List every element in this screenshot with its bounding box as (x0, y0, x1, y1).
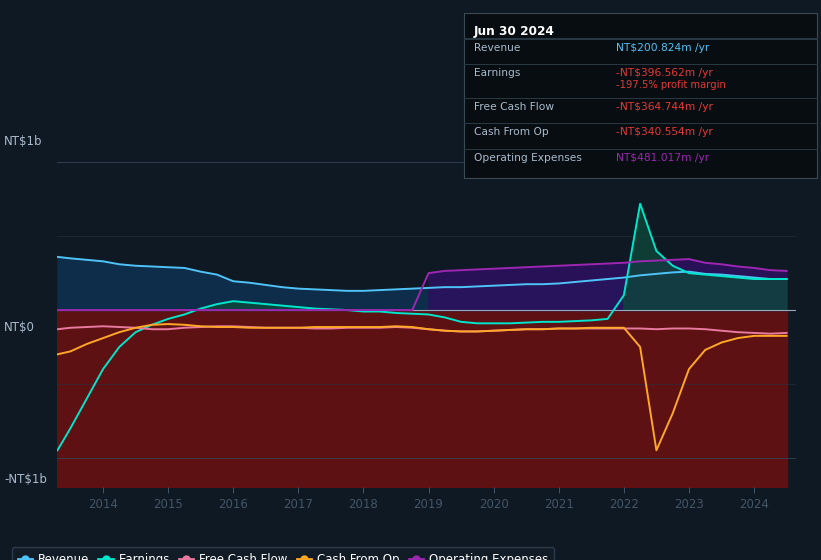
Text: NT$200.824m /yr: NT$200.824m /yr (616, 43, 709, 53)
Text: -NT$396.562m /yr: -NT$396.562m /yr (616, 68, 713, 78)
Text: NT$0: NT$0 (4, 321, 35, 334)
Text: -NT$1b: -NT$1b (4, 473, 47, 486)
Text: -197.5% profit margin: -197.5% profit margin (616, 80, 726, 90)
Text: Earnings: Earnings (474, 68, 520, 78)
Legend: Revenue, Earnings, Free Cash Flow, Cash From Op, Operating Expenses: Revenue, Earnings, Free Cash Flow, Cash … (11, 548, 554, 560)
Text: -NT$340.554m /yr: -NT$340.554m /yr (616, 127, 713, 137)
Text: NT$481.017m /yr: NT$481.017m /yr (616, 153, 709, 163)
Text: Revenue: Revenue (474, 43, 521, 53)
Text: Jun 30 2024: Jun 30 2024 (474, 25, 555, 38)
Text: NT$1b: NT$1b (4, 136, 43, 148)
Text: Free Cash Flow: Free Cash Flow (474, 101, 554, 111)
Text: -NT$364.744m /yr: -NT$364.744m /yr (616, 101, 713, 111)
Text: Cash From Op: Cash From Op (474, 127, 548, 137)
Text: Operating Expenses: Operating Expenses (474, 153, 581, 163)
